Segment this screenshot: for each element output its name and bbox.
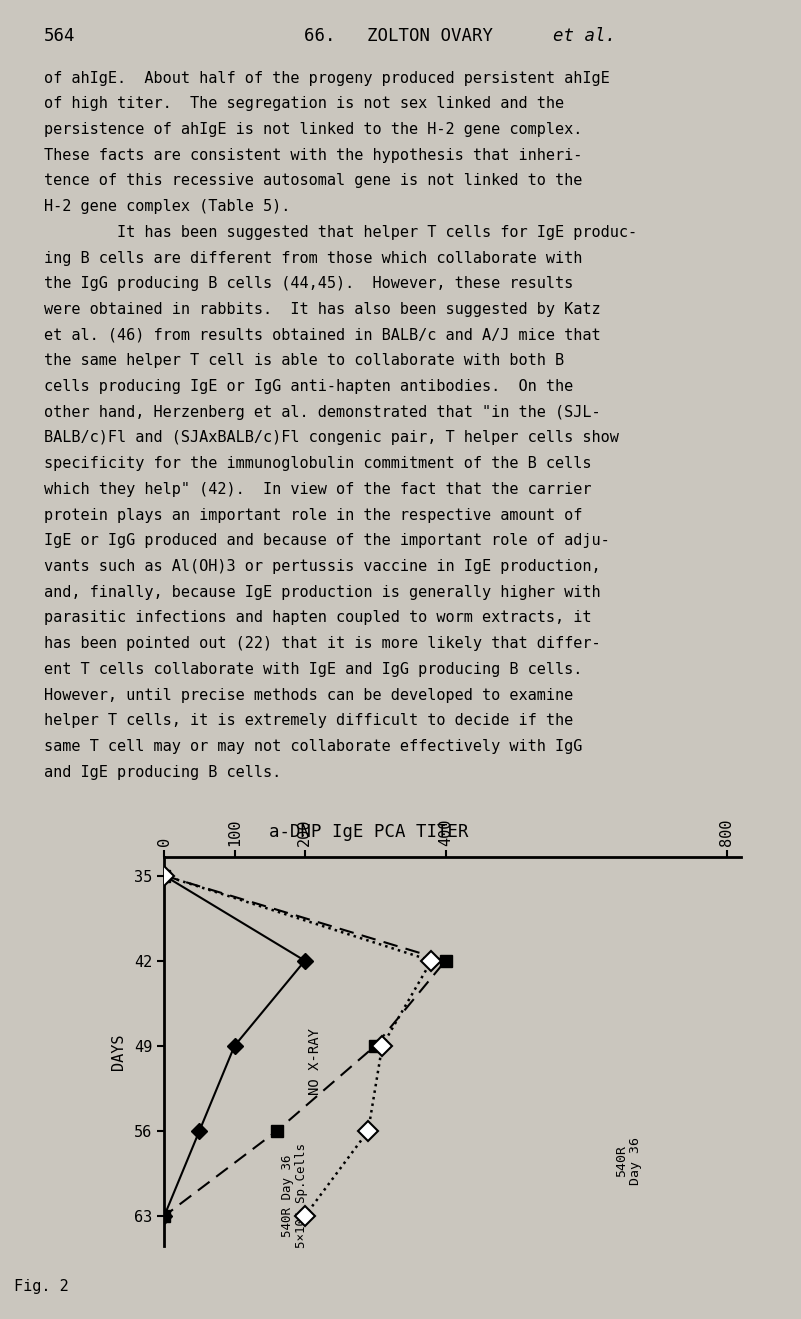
Text: IgE or IgG produced and because of the important role of adju-: IgE or IgG produced and because of the i… bbox=[44, 533, 610, 549]
Text: which they help" (42).  In view of the fact that the carrier: which they help" (42). In view of the fa… bbox=[44, 481, 592, 497]
Text: et al. (46) from results obtained in BALB/c and A/J mice that: et al. (46) from results obtained in BAL… bbox=[44, 327, 601, 343]
Text: 540R Day 36
5×10⁷ Sp.Cells: 540R Day 36 5×10⁷ Sp.Cells bbox=[281, 1144, 308, 1248]
Text: ent T cells collaborate with IgE and IgG producing B cells.: ent T cells collaborate with IgE and IgG… bbox=[44, 662, 582, 677]
Text: persistence of ahIgE is not linked to the H‑2 gene complex.: persistence of ahIgE is not linked to th… bbox=[44, 121, 582, 137]
Text: a-DNP IgE PCA TITER: a-DNP IgE PCA TITER bbox=[268, 823, 469, 842]
Text: helper T cells, it is extremely difficult to decide if the: helper T cells, it is extremely difficul… bbox=[44, 714, 574, 728]
Text: other hand, Herzenberg et al. demonstrated that "in the (SJL-: other hand, Herzenberg et al. demonstrat… bbox=[44, 405, 601, 419]
Text: et al.: et al. bbox=[553, 26, 616, 45]
Text: of ahIgE.  About half of the progeny produced persistent ahIgE: of ahIgE. About half of the progeny prod… bbox=[44, 70, 610, 86]
Text: and, finally, because IgE production is generally higher with: and, finally, because IgE production is … bbox=[44, 584, 601, 600]
Text: It has been suggested that helper T cells for IgE produc-: It has been suggested that helper T cell… bbox=[44, 224, 637, 240]
Text: specificity for the immunoglobulin commitment of the B cells: specificity for the immunoglobulin commi… bbox=[44, 456, 592, 471]
Text: 66.   ZOLTON OVARY: 66. ZOLTON OVARY bbox=[304, 26, 504, 45]
Text: NO X-RAY: NO X-RAY bbox=[308, 1028, 323, 1095]
Text: vants such as Al(OH)3 or pertussis vaccine in IgE production,: vants such as Al(OH)3 or pertussis vacci… bbox=[44, 559, 601, 574]
Y-axis label: DAYS: DAYS bbox=[111, 1034, 126, 1070]
Text: However, until precise methods can be developed to examine: However, until precise methods can be de… bbox=[44, 687, 574, 703]
Text: were obtained in rabbits.  It has also been suggested by Katz: were obtained in rabbits. It has also be… bbox=[44, 302, 601, 317]
Text: and IgE producing B cells.: and IgE producing B cells. bbox=[44, 765, 281, 780]
Text: the same helper T cell is able to collaborate with both B: the same helper T cell is able to collab… bbox=[44, 353, 564, 368]
Text: same T cell may or may not collaborate effectively with IgG: same T cell may or may not collaborate e… bbox=[44, 739, 582, 754]
Text: tence of this recessive autosomal gene is not linked to the: tence of this recessive autosomal gene i… bbox=[44, 173, 582, 189]
Text: cells producing IgE or IgG anti-hapten antibodies.  On the: cells producing IgE or IgG anti-hapten a… bbox=[44, 379, 574, 394]
Text: 564: 564 bbox=[44, 26, 75, 45]
Text: These facts are consistent with the hypothesis that inheri-: These facts are consistent with the hypo… bbox=[44, 148, 582, 162]
Text: has been pointed out (22) that it is more likely that differ-: has been pointed out (22) that it is mor… bbox=[44, 636, 601, 652]
Text: BALB/c)Fl and (SJAxBALB/c)Fl congenic pair, T helper cells show: BALB/c)Fl and (SJAxBALB/c)Fl congenic pa… bbox=[44, 430, 619, 446]
Text: protein plays an important role in the respective amount of: protein plays an important role in the r… bbox=[44, 508, 582, 522]
Text: H‑2 gene complex (Table 5).: H‑2 gene complex (Table 5). bbox=[44, 199, 291, 214]
Text: ing B cells are different from those which collaborate with: ing B cells are different from those whi… bbox=[44, 251, 582, 265]
Text: of high titer.  The segregation is not sex linked and the: of high titer. The segregation is not se… bbox=[44, 96, 564, 111]
Text: 540R
Day 36: 540R Day 36 bbox=[615, 1137, 642, 1184]
Text: parasitic infections and hapten coupled to worm extracts, it: parasitic infections and hapten coupled … bbox=[44, 611, 592, 625]
Text: Fig. 2: Fig. 2 bbox=[14, 1278, 69, 1294]
Text: the IgG producing B cells (44,45).  However, these results: the IgG producing B cells (44,45). Howev… bbox=[44, 276, 574, 291]
